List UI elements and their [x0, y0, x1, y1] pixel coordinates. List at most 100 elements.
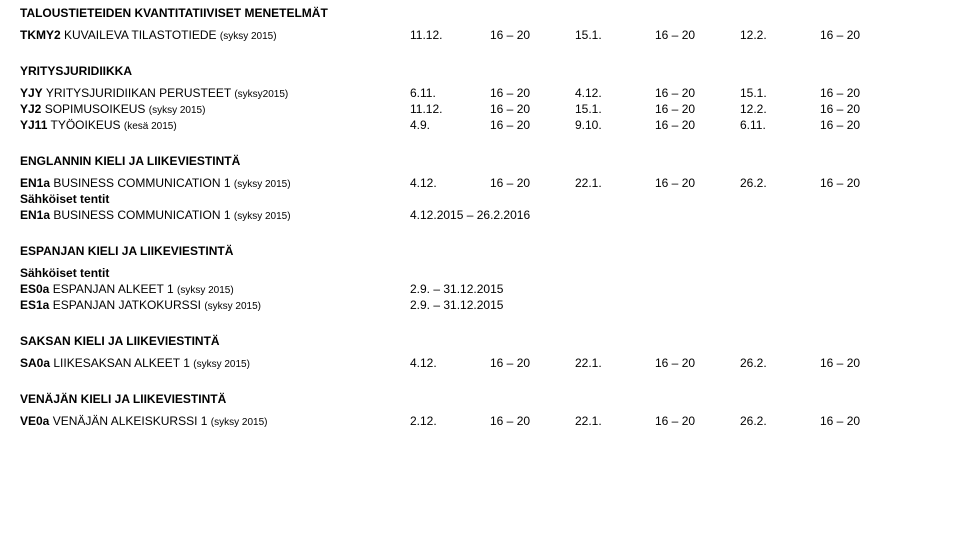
course-cols: 4.12. 16 – 20 22.1. 16 – 20 26.2. 16 – 2… — [410, 356, 900, 370]
course-label: YJY YRITYSJURIDIIKAN PERUSTEET (syksy201… — [20, 86, 410, 100]
col-date-3: 26.2. — [740, 414, 820, 428]
course-code: TKMY2 — [20, 28, 61, 42]
col-time-2: 16 – 20 — [655, 86, 740, 100]
col-time-3: 16 – 20 — [820, 176, 900, 190]
col-date-3: 6.11. — [740, 118, 820, 132]
col-date-3: 26.2. — [740, 176, 820, 190]
course-row: YJ11 TYÖOIKEUS (kesä 2015) 4.9. 16 – 20 … — [20, 118, 940, 132]
course-paren: (syksy 2015) — [149, 105, 206, 116]
course-paren: (syksy 2015) — [204, 301, 261, 312]
course-row: EN1a BUSINESS COMMUNICATION 1 (syksy 201… — [20, 208, 940, 222]
course-paren: (syksy 2015) — [211, 417, 268, 428]
course-name: YRITYSJURIDIIKAN PERUSTEET — [46, 86, 231, 100]
course-row: EN1a BUSINESS COMMUNICATION 1 (syksy 201… — [20, 176, 940, 190]
section-title-talous: TALOUSTIETEIDEN KVANTITATIIVISET MENETEL… — [20, 6, 940, 20]
col-time-3: 16 – 20 — [820, 102, 900, 116]
col-time-1: 16 – 20 — [490, 28, 575, 42]
col-date-1: 4.9. — [410, 118, 490, 132]
col-date-2: 9.10. — [575, 118, 655, 132]
course-cols: 11.12. 16 – 20 15.1. 16 – 20 12.2. 16 – … — [410, 102, 900, 116]
col-time-2: 16 – 20 — [655, 414, 740, 428]
course-paren: (syksy 2015) — [177, 285, 234, 296]
sub-label-englanti: Sähköiset tentit — [20, 192, 940, 206]
section-title-englanti: ENGLANNIN KIELI JA LIIKEVIESTINTÄ — [20, 154, 940, 168]
col-date-1: 11.12. — [410, 28, 490, 42]
course-cols: 6.11. 16 – 20 4.12. 16 – 20 15.1. 16 – 2… — [410, 86, 900, 100]
col-date-2: 4.12. — [575, 86, 655, 100]
course-cols: 4.9. 16 – 20 9.10. 16 – 20 6.11. 16 – 20 — [410, 118, 900, 132]
col-time-3: 16 – 20 — [820, 86, 900, 100]
course-cols: 4.12. 16 – 20 22.1. 16 – 20 26.2. 16 – 2… — [410, 176, 900, 190]
course-name: BUSINESS COMMUNICATION 1 — [53, 208, 230, 222]
col-date-2: 22.1. — [575, 356, 655, 370]
section-title-espanja: ESPANJAN KIELI JA LIIKEVIESTINTÄ — [20, 244, 940, 258]
course-paren: (syksy 2015) — [220, 31, 277, 42]
date-range: 2.9. – 31.12.2015 — [410, 298, 610, 312]
col-time-3: 16 – 20 — [820, 118, 900, 132]
col-date-2: 15.1. — [575, 102, 655, 116]
course-label: ES0a ESPANJAN ALKEET 1 (syksy 2015) — [20, 282, 410, 296]
col-time-1: 16 – 20 — [490, 176, 575, 190]
course-paren: (syksy2015) — [234, 89, 288, 100]
course-row: VE0a VENÄJÄN ALKEISKURSSI 1 (syksy 2015)… — [20, 414, 940, 428]
course-code: YJY — [20, 86, 43, 100]
course-label: EN1a BUSINESS COMMUNICATION 1 (syksy 201… — [20, 208, 410, 222]
col-date-2: 22.1. — [575, 176, 655, 190]
col-time-1: 16 – 20 — [490, 356, 575, 370]
course-cols: 11.12. 16 – 20 15.1. 16 – 20 12.2. 16 – … — [410, 28, 900, 42]
course-label: YJ2 SOPIMUSOIKEUS (syksy 2015) — [20, 102, 410, 116]
col-date-3: 12.2. — [740, 102, 820, 116]
col-date-1: 4.12. — [410, 356, 490, 370]
course-label: TKMY2 KUVAILEVA TILASTOTIEDE (syksy 2015… — [20, 28, 410, 42]
col-time-2: 16 – 20 — [655, 102, 740, 116]
course-label: EN1a BUSINESS COMMUNICATION 1 (syksy 201… — [20, 176, 410, 190]
col-time-1: 16 – 20 — [490, 414, 575, 428]
course-name: VENÄJÄN ALKEISKURSSI 1 — [53, 414, 208, 428]
section-title-saksa: SAKSAN KIELI JA LIIKEVIESTINTÄ — [20, 334, 940, 348]
course-cols: 2.12. 16 – 20 22.1. 16 – 20 26.2. 16 – 2… — [410, 414, 900, 428]
course-name: ESPANJAN ALKEET 1 — [53, 282, 174, 296]
course-paren: (syksy 2015) — [193, 359, 250, 370]
course-name: SOPIMUSOIKEUS — [45, 102, 146, 116]
course-code: YJ2 — [20, 102, 41, 116]
course-code: SA0a — [20, 356, 50, 370]
section-title-yritys: YRITYSJURIDIIKKA — [20, 64, 940, 78]
col-date-3: 15.1. — [740, 86, 820, 100]
col-time-3: 16 – 20 — [820, 356, 900, 370]
course-name: TYÖOIKEUS — [51, 118, 121, 132]
col-time-3: 16 – 20 — [820, 28, 900, 42]
course-paren: (syksy 2015) — [234, 179, 291, 190]
col-time-2: 16 – 20 — [655, 356, 740, 370]
course-code: ES0a — [20, 282, 49, 296]
col-time-1: 16 – 20 — [490, 86, 575, 100]
course-row: TKMY2 KUVAILEVA TILASTOTIEDE (syksy 2015… — [20, 28, 940, 42]
section-title-venaja: VENÄJÄN KIELI JA LIIKEVIESTINTÄ — [20, 392, 940, 406]
course-code: YJ11 — [20, 118, 47, 132]
col-time-1: 16 – 20 — [490, 118, 575, 132]
course-name: ESPANJAN JATKOKURSSI — [53, 298, 201, 312]
col-date-1: 4.12. — [410, 176, 490, 190]
course-name: KUVAILEVA TILASTOTIEDE — [64, 28, 217, 42]
course-label: ES1a ESPANJAN JATKOKURSSI (syksy 2015) — [20, 298, 410, 312]
col-date-1: 6.11. — [410, 86, 490, 100]
col-date-1: 2.12. — [410, 414, 490, 428]
course-name: BUSINESS COMMUNICATION 1 — [53, 176, 230, 190]
course-paren: (kesä 2015) — [124, 121, 177, 132]
col-time-3: 16 – 20 — [820, 414, 900, 428]
col-date-2: 22.1. — [575, 414, 655, 428]
course-code: EN1a — [20, 176, 50, 190]
course-paren: (syksy 2015) — [234, 211, 291, 222]
sub-label-espanja: Sähköiset tentit — [20, 266, 940, 280]
col-date-3: 12.2. — [740, 28, 820, 42]
course-row: YJY YRITYSJURIDIIKAN PERUSTEET (syksy201… — [20, 86, 940, 100]
page: TALOUSTIETEIDEN KVANTITATIIVISET MENETEL… — [0, 0, 960, 440]
col-time-2: 16 – 20 — [655, 28, 740, 42]
col-date-2: 15.1. — [575, 28, 655, 42]
course-label: YJ11 TYÖOIKEUS (kesä 2015) — [20, 118, 410, 132]
course-row: ES0a ESPANJAN ALKEET 1 (syksy 2015) 2.9.… — [20, 282, 940, 296]
date-range: 2.9. – 31.12.2015 — [410, 282, 610, 296]
col-date-3: 26.2. — [740, 356, 820, 370]
course-row: ES1a ESPANJAN JATKOKURSSI (syksy 2015) 2… — [20, 298, 940, 312]
col-date-1: 11.12. — [410, 102, 490, 116]
course-row: SA0a LIIKESAKSAN ALKEET 1 (syksy 2015) 4… — [20, 356, 940, 370]
